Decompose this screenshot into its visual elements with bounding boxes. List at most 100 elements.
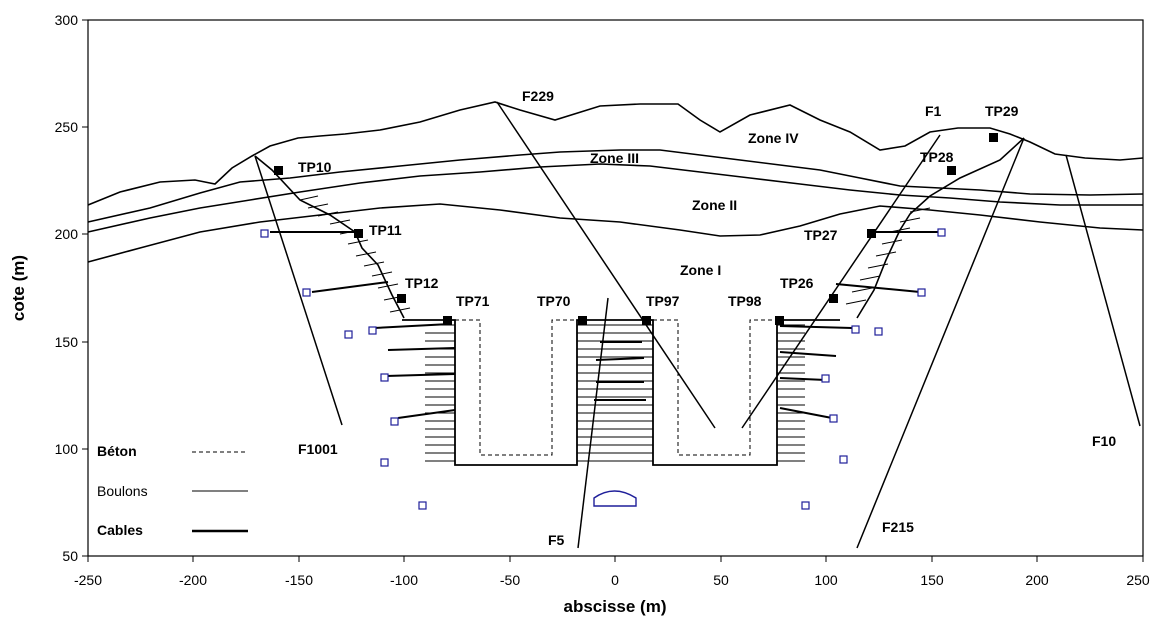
tp-label: TP71	[456, 293, 490, 309]
left-cavern-outline	[402, 319, 840, 466]
x-axis-title: abscisse (m)	[564, 597, 667, 616]
instrument-marker	[821, 374, 830, 383]
fault-label-f5: F5	[548, 532, 565, 548]
x-tick: -200	[179, 572, 207, 588]
terrain-lines	[87, 101, 1144, 319]
tp-label: TP98	[728, 293, 762, 309]
legend-beton-label: Béton	[97, 443, 137, 459]
x-tick: -100	[390, 572, 418, 588]
concrete-linings	[455, 319, 777, 456]
legend: Béton Boulons Cables	[97, 443, 248, 538]
x-tick: 200	[1025, 572, 1049, 588]
x-tick: 50	[713, 572, 729, 588]
y-axis-title: cote (m)	[9, 255, 28, 321]
x-tick: -50	[500, 572, 520, 588]
zone-i-label: Zone I	[680, 262, 721, 278]
cable-line	[373, 323, 451, 329]
instrument-marker	[801, 501, 810, 510]
tp28-marker	[947, 166, 956, 175]
cable-line	[835, 283, 921, 293]
instrument-marker	[418, 501, 427, 510]
y-tick: 150	[55, 334, 79, 350]
tp97-marker	[642, 316, 651, 325]
x-axis: -250 -200 -150 -100 -50 0 50 100 150 200…	[74, 556, 1150, 616]
fault-label-f215: F215	[882, 519, 914, 535]
cable-line	[779, 351, 837, 357]
cavern-outlines	[402, 319, 840, 466]
x-tick: 150	[920, 572, 944, 588]
tp10-marker	[274, 166, 283, 175]
y-tick: 50	[62, 548, 78, 564]
instrument-marker	[302, 288, 311, 297]
instrument-marker	[937, 228, 946, 237]
plot-area	[87, 19, 1144, 557]
instrument-marker	[260, 229, 269, 238]
zone-boundary-2-3	[87, 163, 1143, 233]
fault-f1001-line	[254, 155, 343, 426]
tp26-marker	[829, 294, 838, 303]
tp-markers	[274, 133, 998, 325]
tp71-marker	[443, 316, 452, 325]
instrument-marker	[839, 455, 848, 464]
instrument-marker	[380, 458, 389, 467]
left-concrete-lining	[455, 319, 577, 456]
zone-iv-label: Zone IV	[748, 130, 799, 146]
fault-label-f1: F1	[925, 103, 942, 119]
zone-iii-label: Zone III	[590, 150, 639, 166]
tp98-marker	[775, 316, 784, 325]
x-tick: -150	[285, 572, 313, 588]
ground-surface-line	[87, 101, 1144, 206]
x-tick: 0	[611, 572, 619, 588]
zone-boundary-3-4	[87, 149, 1144, 223]
zone-boundary-1-2	[87, 203, 1144, 263]
tp-label: TP12	[405, 275, 439, 291]
y-tick: 200	[55, 226, 79, 242]
fault-f229-line	[496, 101, 716, 429]
cable-line	[385, 373, 456, 377]
x-tick: 100	[814, 572, 838, 588]
tp12-marker	[397, 294, 406, 303]
x-tick: 250	[1126, 572, 1150, 588]
fault-f1-line	[741, 134, 941, 429]
zone-ii-label: Zone II	[692, 197, 737, 213]
tp70-marker	[578, 316, 587, 325]
instrument-marker	[851, 325, 860, 334]
tp-label: TP10	[298, 159, 332, 175]
tp-label: TP27	[804, 227, 838, 243]
y-tick: 250	[55, 119, 79, 135]
fault-lines	[254, 101, 1141, 549]
tp11-marker	[354, 229, 363, 238]
x-tick: -250	[74, 572, 102, 588]
instrument-markers	[260, 228, 946, 510]
cable-line	[779, 377, 827, 381]
cable-line	[779, 407, 833, 419]
legend-cables-label: Cables	[97, 522, 143, 538]
tp-label: TP11	[369, 222, 402, 238]
cable-line	[779, 325, 853, 329]
cable-line	[595, 357, 645, 361]
instrument-marker	[380, 373, 389, 382]
tp-label: TP26	[780, 275, 814, 291]
fault-label-f1001: F1001	[298, 441, 338, 457]
instrument-marker	[368, 326, 377, 335]
tp-label: TP97	[646, 293, 680, 309]
cables	[270, 231, 940, 419]
instrument-marker	[390, 417, 399, 426]
fault-f10-line	[1065, 154, 1141, 427]
cable-line	[311, 281, 389, 293]
cable-line	[387, 347, 456, 351]
y-axis: 50 100 150 200 250 300 cote (m)	[9, 12, 88, 564]
tp-label: TP28	[920, 149, 954, 165]
fault-label-f229: F229	[522, 88, 554, 104]
tp-label: TP29	[985, 103, 1019, 119]
fault-label-f10: F10	[1092, 433, 1116, 449]
instrument-marker	[917, 288, 926, 297]
instrument-marker	[829, 414, 838, 423]
tp-label: TP70	[537, 293, 571, 309]
tp27-marker	[867, 229, 876, 238]
y-tick: 100	[55, 441, 79, 457]
legend-boulons-label: Boulons	[97, 483, 148, 499]
cable-line	[397, 409, 456, 419]
